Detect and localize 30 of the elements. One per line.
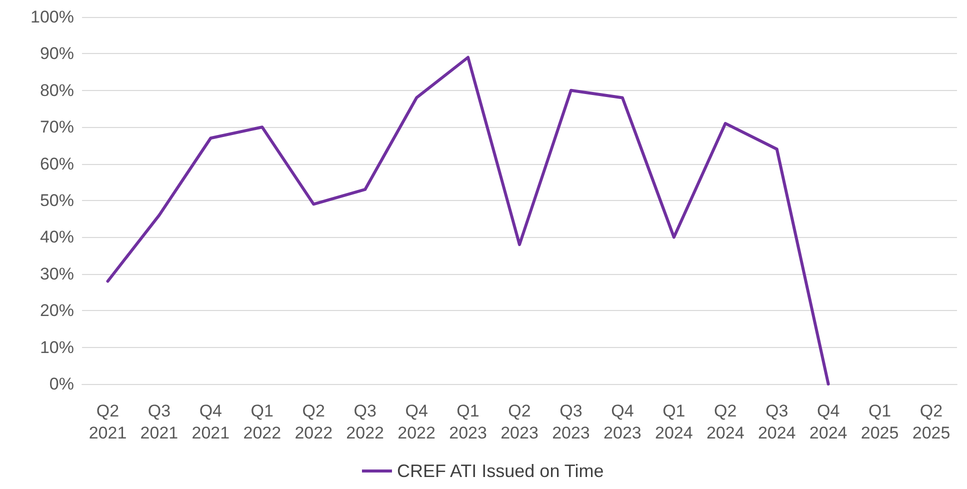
y-tick-label: 80% — [40, 80, 74, 100]
x-tick-label: Q1 2022 — [243, 402, 282, 442]
x-tick-label: Q2 2025 — [912, 402, 950, 442]
x-tick-label: Q4 2022 — [398, 402, 436, 442]
x-tick-label: Q1 2023 — [449, 402, 487, 442]
x-tick-label: Q3 2023 — [552, 402, 590, 442]
line-series — [106, 56, 830, 386]
y-tick-label: 0% — [49, 374, 74, 394]
y-tick-label: 40% — [40, 228, 74, 247]
y-tick-label: 50% — [40, 191, 74, 210]
y-tick-label: 20% — [40, 301, 74, 320]
x-tick-label: Q4 2024 — [809, 402, 848, 442]
y-tick-label: 30% — [40, 264, 74, 284]
x-tick-label: Q2 2023 — [500, 402, 538, 442]
legend-label: CREF ATI Issued on Time — [396, 461, 604, 481]
y-tick-label: 100% — [30, 8, 74, 26]
x-tick-label: Q4 2021 — [192, 402, 230, 442]
y-tick-label: 70% — [40, 118, 74, 137]
x-tick-label: Q1 2024 — [655, 402, 693, 442]
x-tick-label: Q3 2024 — [758, 402, 796, 442]
x-tick-label: Q2 2022 — [294, 402, 333, 442]
y-tick-label: 90% — [40, 44, 74, 64]
y-tick-label: 10% — [40, 338, 74, 357]
x-tick-label: Q3 2021 — [140, 402, 178, 442]
x-tick-label: Q4 2023 — [604, 402, 642, 442]
y-tick-label: 60% — [40, 154, 74, 174]
x-tick-label: Q1 2025 — [860, 402, 899, 442]
x-tick-label: Q2 2024 — [706, 402, 744, 442]
x-tick-label: Q3 2022 — [346, 402, 384, 442]
x-tick-label: Q2 2021 — [88, 402, 127, 442]
